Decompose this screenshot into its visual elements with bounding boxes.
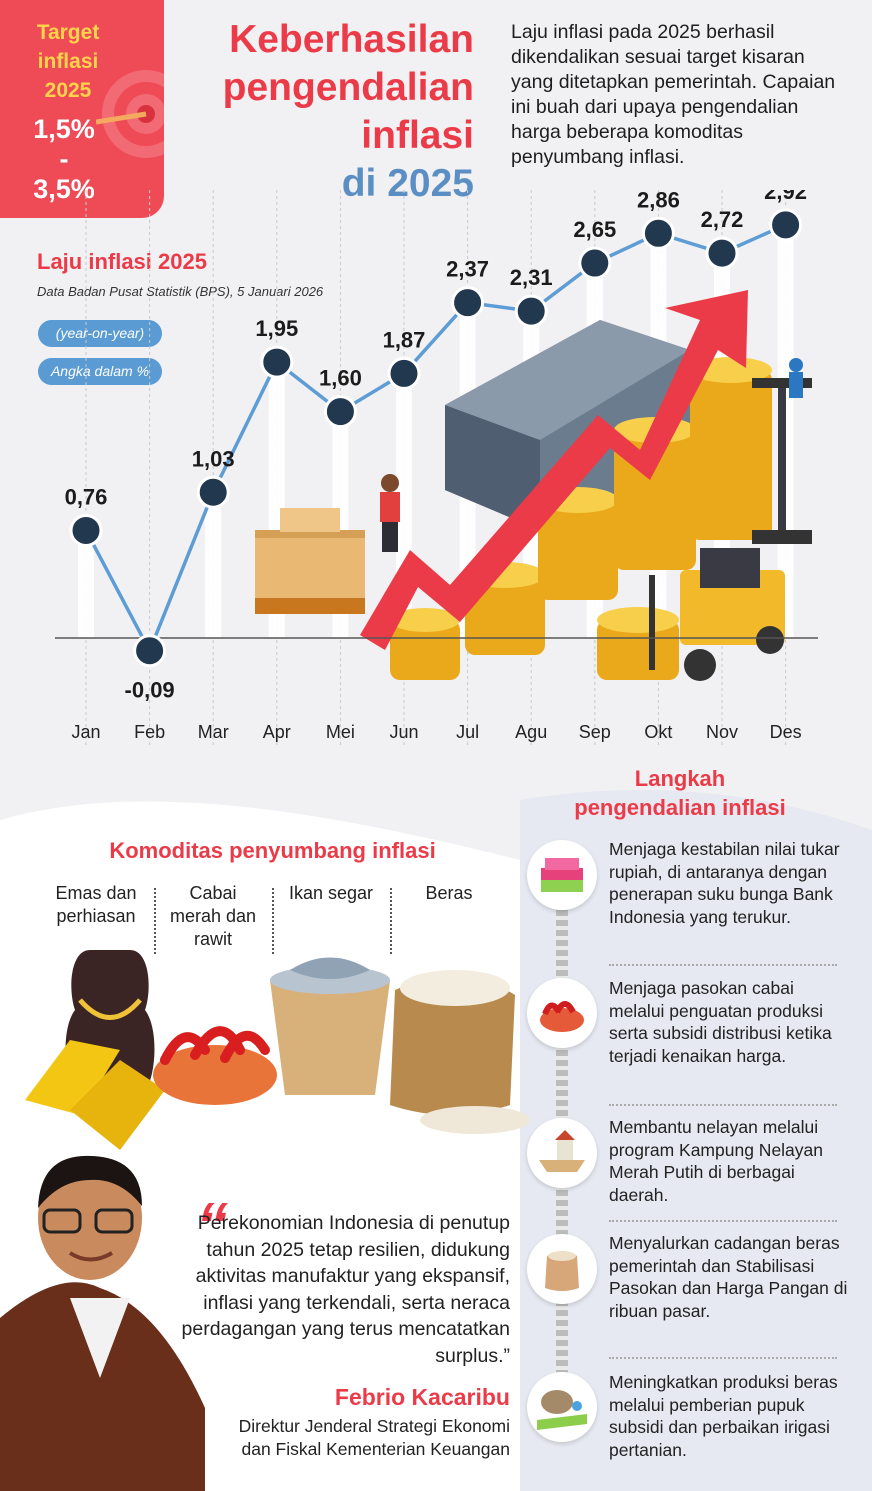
commodity-label-gold: Emas dan perhiasan: [55, 883, 137, 926]
data-label: 1,87: [383, 327, 426, 352]
commodity-label-rice: Beras: [425, 883, 473, 903]
step-text-2: Menjaga pasokan cabai melalui penguatan …: [609, 978, 832, 1066]
chili-bowl-icon: [527, 978, 597, 1048]
step-text-1: Menjaga kestabilan nilai tukar rupiah, d…: [609, 839, 840, 927]
x-tick-label: Jun: [389, 722, 418, 742]
chili-icon: [153, 1026, 277, 1105]
commodity-label-chili: Cabai merah dan rawit: [169, 883, 257, 949]
commodity-divider: [154, 888, 156, 954]
gold-icon: [25, 950, 165, 1150]
lift-illustration: [752, 358, 812, 544]
x-tick-label: Jan: [71, 722, 100, 742]
value-bar: [205, 492, 222, 638]
speaker-name: Febrio Kacaribu: [334, 1384, 510, 1410]
speaker-role: Direktur Jenderal Strategi Ekonomi dan F…: [238, 1416, 510, 1459]
data-point: [578, 246, 612, 280]
inflation-line-chart: 0,76 Jan -0,09 Feb 1,03 Mar 1,95 Apr 1,60 Mei 1,87…: [55, 190, 818, 745]
commodity-divider: [272, 888, 274, 954]
data-point: [705, 236, 739, 270]
data-point: [451, 286, 485, 320]
speaker-portrait: [0, 1155, 205, 1491]
data-point: [69, 513, 103, 547]
x-tick-label: Des: [770, 722, 802, 742]
x-tick-label: Okt: [644, 722, 672, 742]
data-label: -0,09: [125, 678, 175, 703]
fishing-boat-icon: [527, 1118, 597, 1188]
x-tick-label: Nov: [706, 722, 738, 742]
worker-illustration: [380, 474, 400, 552]
fish-icon: [270, 957, 390, 1095]
data-point: [260, 345, 294, 379]
title-line-4: di 2025: [341, 162, 474, 205]
data-label: 1,95: [255, 316, 298, 341]
title-line-3: inflasi: [361, 114, 474, 157]
page-title: Keberhasilan pengendalian inflasi di 202…: [180, 16, 474, 208]
value-bar: [78, 530, 94, 638]
money-stack-icon: [527, 840, 597, 910]
step-separator: [609, 964, 837, 966]
unit-tag: Angka dalam %: [38, 358, 162, 385]
x-tick-label: Mei: [326, 722, 355, 742]
data-point: [133, 634, 167, 668]
step-text-5: Meningkatkan produksi beras melalui pemb…: [609, 1372, 838, 1460]
x-tick-label: Feb: [134, 722, 165, 742]
target-range: 1,5% - 3,5%: [33, 114, 95, 204]
step-separator: [609, 1357, 837, 1359]
rice-icon: [390, 970, 530, 1134]
rice-sack-icon: [527, 1234, 597, 1304]
coin-stacks: [390, 357, 772, 680]
x-tick-label: Mar: [198, 722, 229, 742]
data-point: [514, 294, 548, 328]
irrigation-icon: [527, 1372, 597, 1442]
data-label: 2,37: [446, 257, 489, 282]
chart-source: Data Badan Pusat Statistik (BPS), 5 Janu…: [37, 284, 324, 299]
data-label: 1,03: [192, 446, 235, 471]
target-badge: Target inflasi 2025 1,5% - 3,5%: [0, 0, 164, 218]
steps-title: Langkah pengendalian inflasi: [574, 766, 786, 820]
x-tick-label: Agu: [515, 722, 547, 742]
growth-arrow: [360, 290, 748, 650]
step-text-4: Menyalurkan cadangan beras pemerintah da…: [609, 1233, 848, 1321]
step-text-3: Membantu nelayan melalui program Kampung…: [609, 1117, 824, 1205]
data-label: 2,92: [764, 190, 807, 204]
boxes-illustration: [255, 508, 365, 614]
x-tick-label: Sep: [579, 722, 611, 742]
data-label: 0,76: [65, 484, 108, 509]
data-label: 2,65: [573, 217, 616, 242]
target-label: Target inflasi 2025: [36, 21, 100, 102]
x-tick-label: Apr: [263, 722, 291, 742]
commodities-illustration: [25, 950, 530, 1150]
data-label: 2,31: [510, 265, 553, 290]
data-point: [196, 475, 230, 509]
data-point: [323, 395, 357, 429]
quote-text: Perekonomian Indonesia di penutup tahun …: [181, 1212, 510, 1367]
title-line-1: Keberhasilan: [229, 18, 474, 61]
chart-title: Laju inflasi 2025: [37, 249, 207, 274]
step-separator: [609, 1104, 837, 1106]
forklift-illustration: [649, 548, 785, 681]
commodity-divider: [390, 888, 392, 954]
title-line-2: pengendalian: [222, 66, 474, 109]
commodity-label-fish: Ikan segar: [288, 883, 374, 903]
data-point: [641, 216, 675, 250]
x-tick-label: Jul: [456, 722, 479, 742]
commodities-title: Komoditas penyumbang inflasi: [109, 838, 436, 863]
data-label: 1,60: [319, 366, 362, 391]
intro-text: Laju inflasi pada 2025 berhasil dikendal…: [511, 21, 836, 168]
yoy-tag: (year-on-year): [38, 320, 162, 347]
trade-illustration: [255, 290, 812, 681]
data-point: [387, 356, 421, 390]
target-icon: [96, 70, 164, 158]
data-point: [769, 208, 803, 242]
step-separator: [609, 1220, 837, 1222]
quote-mark-icon: “: [196, 1189, 228, 1261]
data-label: 2,72: [701, 207, 744, 232]
data-label: 2,86: [637, 190, 680, 212]
